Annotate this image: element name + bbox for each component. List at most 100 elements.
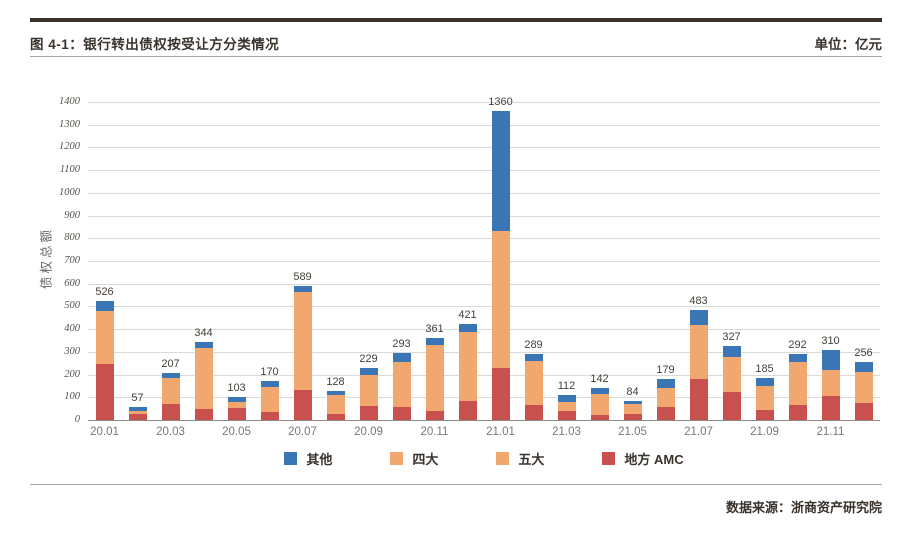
bar-segment-地方AMC [656,407,675,420]
y-tick-label: 1200 [59,141,80,153]
bar-segment-其他 [128,407,147,411]
bar-20.10 [392,353,411,420]
bar-segment-地方AMC [227,408,246,420]
x-tick-label: 20.07 [288,426,317,438]
bar-value-label: 289 [524,339,543,352]
bar-value-label: 526 [95,285,114,298]
bar-segment-其他 [656,379,675,388]
bar-value-label: 256 [854,346,873,359]
y-tick-label: 500 [64,300,80,312]
gridline-300 [88,351,880,353]
bar-segment-四大/五大 [689,325,708,380]
bar-segment-地方AMC [854,403,873,420]
bar-segment-其他 [821,349,840,370]
bar-segment-四大/五大 [326,394,345,414]
bar-segment-其他 [260,381,279,387]
top-rule [30,18,882,22]
bar-segment-其他 [590,387,609,394]
gridline-1300 [88,124,880,126]
y-tick-label: 300 [64,345,80,357]
bar-value-label: 103 [227,381,246,394]
bar-segment-地方AMC [722,392,741,420]
bar-20.03 [161,373,180,420]
bar-segment-地方AMC [557,411,576,420]
legend: 其他 四大 五大 地方 AMC [88,449,880,468]
bar-segment-其他 [227,396,246,402]
bar-21.05 [623,400,642,420]
bar-20.08 [326,390,345,420]
legend-swatch-icon [602,452,616,465]
bar-segment-四大/五大 [524,360,543,406]
bar-segment-其他 [524,354,543,361]
bar-21.06 [656,379,675,420]
bar-segment-其他 [491,111,510,232]
bar-segment-地方AMC [326,413,345,420]
bar-segment-其他 [95,300,114,311]
bar-20.11 [425,338,444,420]
bar-segment-地方AMC [359,406,378,420]
gridline-200 [88,374,880,376]
footer-rule [30,484,882,485]
bar-20.07 [293,286,312,420]
bar-segment-地方AMC [788,405,807,420]
bar-21.12 [854,361,873,420]
x-tick-label: 21.09 [750,426,779,438]
bar-segment-四大/五大 [359,374,378,407]
bar-segment-其他 [689,310,708,326]
gridline-600 [88,283,880,285]
bar-segment-四大/五大 [128,410,147,414]
bar-value-label: 344 [194,326,213,339]
bar-value-label: 128 [326,375,345,388]
bar-segment-其他 [854,361,873,372]
bar-value-label: 229 [359,352,378,365]
bar-segment-四大/五大 [491,231,510,368]
y-tick-label: 1400 [59,96,80,107]
bar-segment-地方AMC [821,395,840,420]
bar-segment-四大/五大 [194,348,213,409]
bar-20.01 [95,300,114,420]
bar-21.01 [491,111,510,420]
bar-segment-四大/五大 [95,310,114,364]
bar-value-label: 142 [590,372,609,385]
bar-segment-地方AMC [392,406,411,420]
bar-segment-四大/五大 [854,371,873,404]
bar-value-label: 483 [689,295,708,308]
bar-20.02 [128,407,147,420]
bar-segment-地方AMC [128,413,147,420]
x-tick-label: 21.01 [486,426,515,438]
bar-21.08 [722,345,741,420]
bar-21.10 [788,353,807,420]
bar-value-label: 421 [458,309,477,322]
bar-segment-其他 [293,286,312,292]
bar-21.02 [524,354,543,420]
bar-segment-其他 [722,345,741,357]
bar-value-label: 310 [821,334,840,347]
legend-label: 五大 [518,452,545,467]
bar-segment-地方AMC [491,367,510,420]
gridline-700 [88,261,880,262]
gridline-800 [88,238,880,240]
y-tick-label: 600 [64,277,80,289]
bar-20.04 [194,341,213,420]
gridline-500 [88,306,880,308]
y-tick-label: 100 [64,391,80,403]
y-tick-label: 400 [64,323,80,335]
bar-segment-其他 [623,400,642,405]
bar-value-label: 293 [392,338,411,351]
bar-segment-四大/五大 [788,362,807,406]
bar-segment-地方AMC [524,405,543,420]
bar-21.07 [689,310,708,420]
bar-segment-四大/五大 [293,291,312,391]
bar-value-label: 170 [260,366,279,379]
bar-21.03 [557,394,576,420]
bar-value-label: 361 [425,323,444,335]
figure-title: 图 4-1：银行转出债权按受让方分类情况 [30,37,280,52]
bar-segment-其他 [458,324,477,333]
y-tick-label: 0 [74,414,80,425]
legend-item-其他: 其他 [284,449,332,468]
bar-value-label: 1360 [488,96,513,109]
bar-value-label: 57 [131,392,144,405]
bar-segment-地方AMC [755,410,774,420]
bar-20.12 [458,324,477,420]
legend-label: 其他 [306,452,333,467]
